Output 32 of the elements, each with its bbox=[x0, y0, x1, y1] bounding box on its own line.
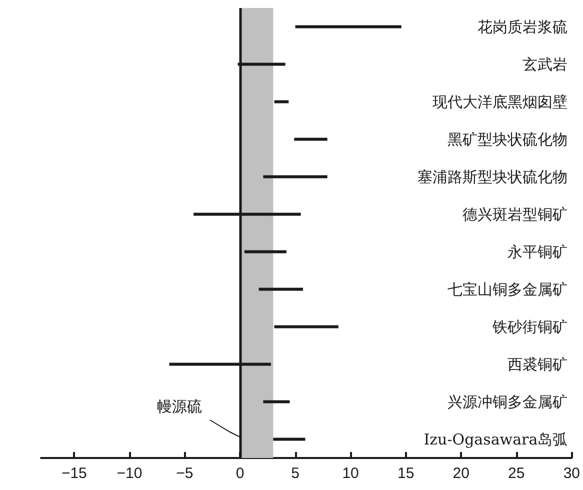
bar bbox=[273, 438, 306, 441]
x-tick-label: −15 bbox=[61, 465, 87, 482]
bar bbox=[244, 250, 286, 254]
bar bbox=[274, 100, 289, 104]
x-tick-label: 0 bbox=[236, 465, 244, 482]
band-label: 幔源硫 bbox=[156, 398, 202, 416]
x-tick-label: 25 bbox=[508, 465, 525, 482]
y-tick-label: 黑矿型块状硫化物 bbox=[448, 130, 568, 148]
y-tick-label: Izu-Ogasawara岛弧 bbox=[424, 430, 568, 448]
x-tick-label: −5 bbox=[176, 465, 194, 482]
y-tick-label: 兴源冲铜多金属矿 bbox=[448, 392, 568, 411]
y-tick-label: 永平铜矿 bbox=[508, 242, 568, 261]
y-tick-label: 德兴斑岩型铜矿 bbox=[462, 205, 568, 224]
x-tick-label: 10 bbox=[342, 465, 359, 482]
bar bbox=[263, 400, 290, 404]
y-tick-label: 现代大洋底黑烟囱壁 bbox=[432, 92, 568, 111]
y-tick-label: 玄武岩 bbox=[522, 55, 568, 74]
x-tick-label: 15 bbox=[397, 465, 414, 482]
x-tick-label: −10 bbox=[116, 465, 142, 482]
y-tick-label: 西裘铜矿 bbox=[508, 355, 568, 374]
x-tick-label: 20 bbox=[452, 465, 470, 482]
x-tick-label: 5 bbox=[291, 465, 300, 482]
y-tick-label: 花岗质岩浆硫 bbox=[478, 18, 568, 36]
bar bbox=[295, 25, 402, 28]
bar bbox=[258, 288, 304, 291]
y-tick-label: 七宝山铜多金属矿 bbox=[448, 280, 568, 298]
bar bbox=[294, 138, 328, 141]
y-tick-label: 铁砂街铜矿 bbox=[492, 318, 568, 336]
bar bbox=[274, 325, 338, 328]
y-tick-label: 塞浦路斯型块状硫化物 bbox=[418, 168, 568, 186]
x-tick-label: 30 bbox=[563, 465, 580, 482]
bar bbox=[263, 175, 328, 178]
